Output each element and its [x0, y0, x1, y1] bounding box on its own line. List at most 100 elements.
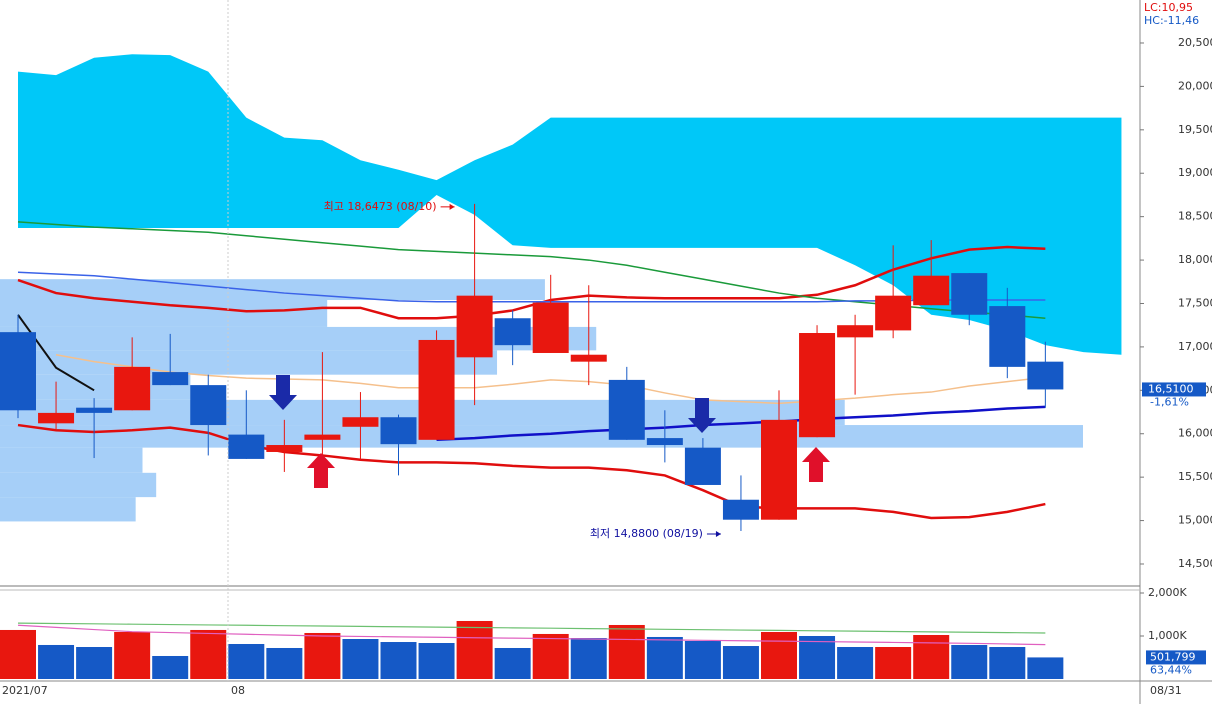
annotation-arrowhead — [449, 203, 455, 210]
candle-body — [646, 438, 683, 446]
y-tick-label: 17,0000 — [1178, 340, 1212, 353]
volume-bar — [608, 624, 645, 679]
indicator-line — [55, 353, 1046, 405]
volume-ratio-label: 63,44% — [1150, 663, 1192, 676]
y-tick-label: 20,5000 — [1178, 36, 1212, 49]
buy-arrow — [802, 447, 830, 482]
candle-body — [761, 419, 797, 520]
x-label: 2021/07 — [2, 684, 48, 697]
volume-average-line — [17, 624, 1046, 646]
volume-bar — [570, 638, 607, 679]
y-tick-label: 19,5000 — [1178, 123, 1212, 136]
y-tick-label: 18,5000 — [1178, 210, 1212, 223]
last-price-label: 16,5100 — [1148, 382, 1194, 395]
candle-body — [722, 499, 759, 520]
volume-bar — [152, 655, 189, 679]
x-label: 08/31 — [1150, 684, 1182, 697]
volume-profile-bar — [0, 472, 157, 498]
y-tick-label: 15,0000 — [1178, 514, 1212, 527]
candle-body — [799, 333, 836, 438]
candle-body — [532, 302, 569, 353]
candle-body — [0, 332, 36, 411]
sell-arrow — [269, 375, 297, 410]
candle-body — [684, 447, 721, 485]
volume-bar — [76, 647, 113, 679]
candle-body — [266, 445, 303, 452]
volume-bar — [875, 647, 912, 679]
hc-label: HC:-11,46 — [1144, 14, 1199, 27]
volume-bar — [418, 643, 455, 679]
volume-average-line — [17, 622, 1046, 634]
candle-body — [304, 434, 341, 440]
volume-bar — [228, 643, 265, 679]
x-label: 08 — [231, 684, 245, 697]
sell-arrow — [688, 398, 716, 433]
volume-bar — [761, 631, 797, 679]
candle-body — [1027, 361, 1064, 390]
volume-bar — [684, 640, 721, 679]
y-tick-label: 14,5000 — [1178, 557, 1212, 570]
candle-body — [114, 366, 151, 411]
volume-bar — [1027, 657, 1064, 679]
indicator-line — [17, 221, 1046, 319]
change-label: -1,61% — [1150, 395, 1189, 408]
volume-bar — [38, 644, 75, 679]
candle-body — [342, 417, 379, 427]
y-tick-label: 2,000K — [1148, 586, 1187, 599]
annotation: 최저 14,8800 (08/19) — [590, 527, 703, 540]
last-price-box — [1142, 382, 1206, 397]
candle-body — [608, 379, 645, 440]
volume-bar — [114, 631, 151, 679]
volume-bar — [799, 635, 836, 679]
candle-body — [570, 354, 607, 362]
last-volume-label: 501,799 — [1150, 650, 1196, 663]
indicator-line — [17, 423, 1046, 520]
lc-label: LC:10,95 — [1144, 1, 1193, 14]
volume-profile-bar — [0, 350, 498, 375]
y-tick-label: 19,0000 — [1178, 166, 1212, 179]
volume-profile-bar — [0, 447, 143, 473]
candle-body — [494, 318, 531, 346]
volume-bar — [532, 633, 569, 679]
ichimoku-cloud — [18, 54, 1122, 355]
buy-arrow — [307, 453, 335, 488]
candle-body — [875, 295, 912, 331]
y-tick-label: 16,0000 — [1178, 427, 1212, 440]
volume-bar — [989, 647, 1026, 679]
candle-body — [38, 412, 75, 424]
volume-bar — [456, 620, 493, 679]
signal-arrows — [269, 375, 830, 488]
candle-body — [456, 295, 493, 358]
volume-bar — [837, 647, 874, 679]
candle-body — [190, 385, 227, 426]
y-tick-label: 17,5000 — [1178, 296, 1212, 309]
plot-area: 최고 18,6473 (08/10) 최저 14,8800 (08/19) — [0, 54, 1122, 679]
volume-bar — [913, 635, 950, 679]
annotation-arrowhead — [715, 530, 721, 537]
volume-bar — [951, 644, 988, 679]
volume-bar — [380, 642, 417, 679]
candle-body — [989, 306, 1026, 367]
volume-profile-bar — [0, 279, 545, 301]
candle-body — [152, 372, 189, 386]
y-tick-label: 18,0000 — [1178, 253, 1212, 266]
annotation: 최고 18,6473 (08/10) — [324, 200, 437, 213]
y-tick-label: 1,000K — [1148, 629, 1187, 642]
volume-bar — [722, 646, 759, 679]
candle-body — [228, 434, 265, 459]
indicator-line — [17, 271, 1046, 303]
candle-body — [418, 339, 455, 440]
indicator-line — [17, 245, 1046, 320]
y-tick-label: 15,5000 — [1178, 470, 1212, 483]
candle-body — [837, 325, 874, 338]
candle-body — [76, 407, 113, 413]
indicator-line — [436, 405, 1046, 442]
volume-bar — [494, 647, 531, 679]
volume-bar — [304, 632, 341, 679]
volume-bar — [0, 629, 36, 679]
volume-bar — [190, 629, 227, 679]
volume-profile-bar — [0, 497, 136, 522]
volume-bar — [646, 636, 683, 679]
candle-body — [951, 273, 988, 315]
